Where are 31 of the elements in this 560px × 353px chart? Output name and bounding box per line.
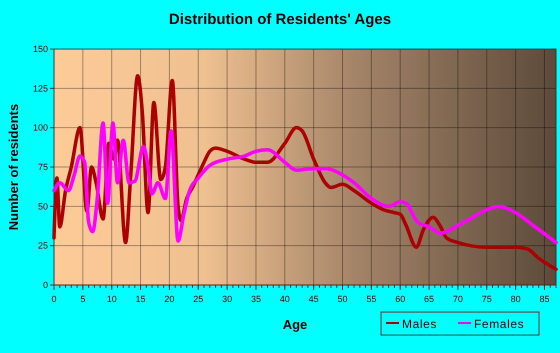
y-tick-label: 100 [32,122,48,133]
x-tick-label: 75 [482,294,492,304]
y-tick-label: 0 [42,280,48,290]
x-tick-label: 0 [51,294,57,304]
y-tick-label: 25 [38,240,48,251]
y-tick-label: 125 [32,83,48,94]
chart-title: Distribution of Residents' Ages [168,11,392,28]
y-tick-label: 75 [38,162,48,172]
x-tick-label: 55 [366,294,376,304]
legend-label: Males [402,317,438,331]
x-tick-label: 50 [338,294,348,304]
y-tick-label: 150 [32,44,48,54]
x-tick-label: 5 [80,294,86,304]
x-tick-label: 20 [164,294,174,304]
x-tick-label: 10 [106,294,117,304]
line-series [52,121,558,244]
y-axis-title: Number of residents [6,104,21,230]
y-tick-label: 50 [38,201,48,212]
x-tick-label: 15 [136,294,146,304]
x-tick-label: 30 [222,294,232,304]
x-tick-label: 45 [308,294,319,304]
x-tick-label: 25 [193,294,204,304]
x-tick-label: 80 [510,294,521,304]
x-tick-label: 60 [395,294,406,304]
legend-label: Females [474,317,524,331]
x-tick-label: 85 [539,294,550,304]
x-tick-label: 40 [280,294,290,304]
x-tick-label: 70 [452,294,463,304]
x-tick-label: 65 [424,294,434,304]
x-axis-title: Age [282,317,308,332]
x-tick-label: 35 [250,294,261,304]
